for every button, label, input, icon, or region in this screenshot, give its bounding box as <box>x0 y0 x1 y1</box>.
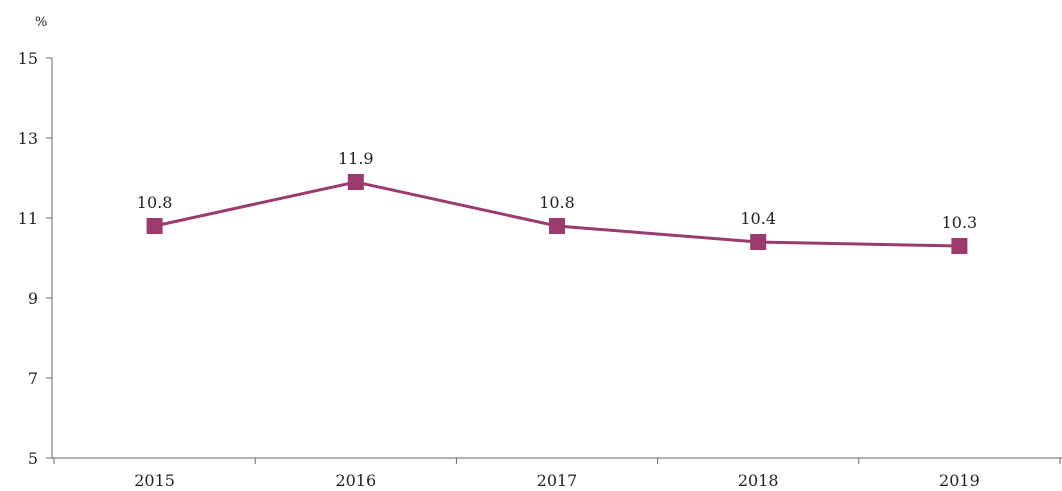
data-point-marker <box>750 234 767 250</box>
axes <box>51 58 1062 459</box>
x-tick-label: 2017 <box>537 471 578 490</box>
data-markers <box>146 174 968 254</box>
x-axis-ticks: 2015 2016 2017 2018 2019 <box>53 458 1061 490</box>
y-tick-label: 9 <box>28 289 38 308</box>
y-axis-ticks: 5 7 9 11 13 15 <box>18 49 52 468</box>
x-tick-label: 2015 <box>134 471 175 490</box>
y-tick-label: 7 <box>28 369 38 388</box>
data-label: 10.8 <box>137 193 173 212</box>
data-label: 10.3 <box>942 213 978 232</box>
x-tick-label: 2018 <box>738 471 779 490</box>
data-labels: 10.8 11.9 10.8 10.4 10.3 <box>137 149 977 232</box>
x-tick-label: 2016 <box>335 471 376 490</box>
series-line <box>154 180 960 248</box>
x-tick-label: 2019 <box>939 471 980 490</box>
y-tick-label: 5 <box>28 449 38 468</box>
data-point-marker <box>951 238 968 254</box>
data-label: 10.8 <box>539 193 575 212</box>
data-point-marker <box>347 174 364 190</box>
data-label: 10.4 <box>740 209 776 228</box>
data-label: 11.9 <box>338 149 374 168</box>
y-tick-label: 13 <box>18 129 38 148</box>
y-axis-unit-label: % <box>35 15 47 30</box>
data-point-marker <box>146 218 163 234</box>
y-tick-label: 11 <box>18 209 38 228</box>
data-point-marker <box>549 218 565 234</box>
y-tick-label: 15 <box>18 49 38 68</box>
